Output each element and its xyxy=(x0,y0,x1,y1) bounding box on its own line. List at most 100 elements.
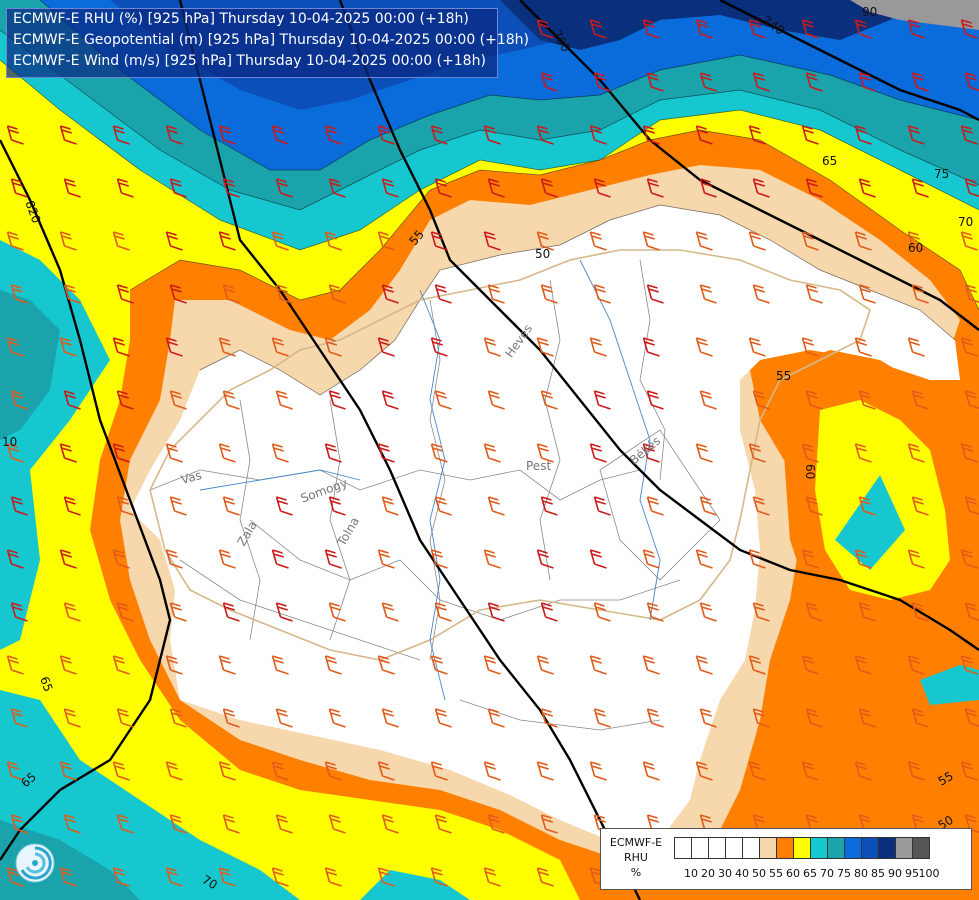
wind-barb-icon xyxy=(646,814,664,834)
wind-barb-icon xyxy=(593,496,611,516)
wind-barb-icon xyxy=(6,443,24,463)
wind-barb-icon xyxy=(907,443,925,463)
wind-barb-icon xyxy=(275,814,293,834)
wind-barb-icon xyxy=(328,602,346,622)
wind-barb-icon xyxy=(646,178,664,198)
wind-barb-icon xyxy=(218,125,236,145)
wind-barb-icon xyxy=(593,284,611,304)
wind-barb-icon xyxy=(593,814,611,834)
wind-barb-icon xyxy=(324,231,342,251)
wind-barb-icon xyxy=(218,231,236,251)
place-label-vas: Vas xyxy=(179,468,203,487)
wind-barb-icon xyxy=(752,72,770,92)
legend-swatch xyxy=(861,837,879,859)
wind-barb-icon xyxy=(59,549,77,569)
wind-barb-icon xyxy=(275,390,293,410)
wind-barb-icon xyxy=(59,443,77,463)
wind-barb-icon xyxy=(911,496,929,516)
rhu-label-70-bottom: 70 xyxy=(200,872,220,892)
wind-barb-icon xyxy=(695,549,713,569)
wind-barb-icon xyxy=(907,549,925,569)
wind-barb-icon xyxy=(169,602,187,622)
wind-barb-icon xyxy=(487,284,505,304)
wind-barb-icon xyxy=(911,390,929,410)
wind-barb-icon xyxy=(112,655,130,675)
geopotential-760-line xyxy=(519,0,979,331)
wind-barb-icon xyxy=(165,231,183,251)
wind-barb-icon xyxy=(536,125,554,145)
wind-barb-icon xyxy=(748,125,766,145)
wind-barb-icon xyxy=(328,390,346,410)
wind-barb-icon xyxy=(10,390,28,410)
wind-barb-icon xyxy=(805,602,823,622)
wind-barb-icon xyxy=(536,549,554,569)
wind-barb-icon xyxy=(642,655,660,675)
legend-swatch xyxy=(725,837,743,859)
legend-tick-label: 95 xyxy=(905,867,919,880)
wind-barb-icon xyxy=(324,443,342,463)
wind-barb-icon xyxy=(748,443,766,463)
wind-barb-icon xyxy=(328,284,346,304)
legend-swatch xyxy=(708,837,726,859)
wind-barb-icon xyxy=(642,337,660,357)
wind-barb-icon xyxy=(430,125,448,145)
wind-barb-icon xyxy=(59,867,77,887)
wind-barb-icon xyxy=(642,125,660,145)
wind-barb-icon xyxy=(63,708,81,728)
wind-barb-icon xyxy=(964,814,979,834)
legend-swatch xyxy=(691,837,709,859)
wind-barb-icon xyxy=(911,602,929,622)
legend-title-variable: RHU xyxy=(624,851,648,864)
wind-barb-icon xyxy=(63,496,81,516)
wind-barb-icon xyxy=(801,549,819,569)
wind-barb-icon xyxy=(589,655,607,675)
wind-barb-icon xyxy=(646,602,664,622)
wind-barb-icon xyxy=(275,602,293,622)
wind-barb-icon xyxy=(964,390,979,410)
wind-barb-icon xyxy=(377,443,395,463)
rhu-70-bottom xyxy=(360,870,470,900)
wind-barb-icon xyxy=(699,72,717,92)
wind-barb-icon xyxy=(10,814,28,834)
wind-barb-icon xyxy=(112,761,130,781)
wind-barb-icon xyxy=(854,655,872,675)
wind-barb-icon xyxy=(275,496,293,516)
wind-barb-icon xyxy=(801,337,819,357)
legend-tick-label: 100 xyxy=(918,867,940,880)
wind-barb-icon xyxy=(911,708,929,728)
legend-swatch xyxy=(895,837,913,859)
wind-barb-icon xyxy=(483,337,501,357)
wind-barb-icon xyxy=(165,549,183,569)
rhu-label-65-top: 65 xyxy=(822,154,837,168)
wind-barb-icon xyxy=(907,125,925,145)
wind-barb-icon xyxy=(960,761,978,781)
wind-barb-icon xyxy=(483,867,501,887)
wind-barb-icon xyxy=(695,443,713,463)
wind-barb-icon xyxy=(381,814,399,834)
wind-barb-icon xyxy=(540,284,558,304)
rhu-95-north xyxy=(850,0,979,30)
wind-barb-icon xyxy=(487,814,505,834)
wind-barb-icon xyxy=(593,178,611,198)
wind-barb-icon xyxy=(593,390,611,410)
wind-barb-icon xyxy=(854,337,872,357)
legend-tick-label: 30 xyxy=(718,867,732,880)
wind-barb-icon xyxy=(324,867,342,887)
wind-barb-icon xyxy=(960,19,978,39)
wind-barb-icon xyxy=(858,814,876,834)
wind-barb-icon xyxy=(324,549,342,569)
wind-barb-icon xyxy=(854,443,872,463)
wind-barb-icon xyxy=(434,178,452,198)
wind-barb-icon xyxy=(381,178,399,198)
wind-barb-icon xyxy=(536,19,554,39)
wind-barb-icon xyxy=(165,655,183,675)
wind-barb-icon xyxy=(536,867,554,887)
wind-barb-icon xyxy=(271,231,289,251)
rivers xyxy=(199,259,661,701)
wind-barb-icon xyxy=(748,655,766,675)
wind-barb-icon xyxy=(911,284,929,304)
wind-barb-icon xyxy=(377,549,395,569)
wind-barb-icon xyxy=(540,496,558,516)
wind-barb-icon xyxy=(430,655,448,675)
rhu-label-60-right: 60 xyxy=(908,241,923,255)
